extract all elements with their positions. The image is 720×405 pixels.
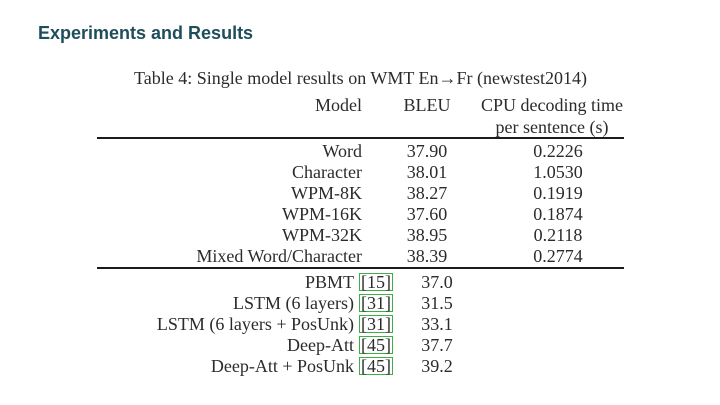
model-cell: WPM-16K	[282, 204, 362, 224]
column-header-bleu: BLEU	[403, 95, 451, 115]
model-name: LSTM (6 layers + PosUnk)	[156, 314, 354, 334]
table-row: Deep-Att + PosUnk [45] 39.2	[97, 356, 624, 377]
bleu-cell: 38.27	[406, 183, 448, 203]
model-cell: WPM-32K	[282, 225, 362, 245]
bleu-cell: 38.01	[406, 162, 448, 182]
bleu-cell: 39.2	[421, 356, 453, 376]
table-row: WPM-16K 37.60 0.1874	[97, 204, 624, 225]
table-row: WPM-32K 38.95 0.2118	[97, 225, 624, 246]
bleu-cell: 33.1	[421, 314, 453, 334]
bleu-cell: 37.7	[421, 335, 453, 355]
results-table-figure: Table 4: Single model results on WMT En→…	[97, 66, 624, 381]
model-cell: Word	[322, 141, 362, 161]
cpu-time-cell: 0.2774	[533, 246, 583, 266]
table-row: Mixed Word/Character 38.39 0.2774	[97, 246, 624, 267]
column-header-cpu-line2: per sentence (s)	[495, 117, 609, 137]
model-cell: LSTM (6 layers) [31]	[97, 293, 393, 314]
model-cell: Deep-Att + PosUnk [45]	[97, 356, 393, 377]
bleu-cell: 37.90	[406, 141, 448, 161]
table-row: PBMT [15] 37.0	[97, 272, 624, 293]
citation-badge: [31]	[359, 293, 393, 313]
citation-badge: [15]	[359, 272, 393, 292]
model-cell: Mixed Word/Character	[196, 246, 362, 266]
table-row: Deep-Att [45] 37.7	[97, 335, 624, 356]
citation-badge: [45]	[359, 335, 393, 355]
table-caption: Table 4: Single model results on WMT En→…	[133, 68, 588, 88]
model-cell: PBMT [15]	[97, 272, 393, 293]
cpu-time-cell: 1.0530	[533, 162, 583, 182]
table-row: LSTM (6 layers + PosUnk) [31] 33.1	[97, 314, 624, 335]
model-name: PBMT	[304, 272, 354, 292]
table-section-baseline-models: PBMT [15] 37.0 LSTM (6 layers) [31] 31.5 L…	[97, 272, 624, 377]
model-cell: LSTM (6 layers + PosUnk) [31]	[97, 314, 393, 335]
slide-title: Experiments and Results	[38, 23, 254, 43]
cpu-time-cell: 0.2118	[533, 225, 583, 245]
table-rule-top	[97, 137, 624, 139]
bleu-cell: 38.39	[406, 246, 448, 266]
bleu-cell: 37.60	[406, 204, 448, 224]
bleu-cell: 38.95	[406, 225, 448, 245]
table-rule-mid	[97, 267, 624, 269]
cpu-time-cell: 0.1919	[533, 183, 583, 203]
model-cell: Character	[292, 162, 362, 182]
table-row: Word 37.90 0.2226	[97, 141, 624, 162]
table-section-wordpiece-models: Word 37.90 0.2226 Character 38.01 1.0530…	[97, 141, 624, 267]
column-header-cpu-line1: CPU decoding time	[481, 95, 623, 115]
table-row: LSTM (6 layers) [31] 31.5	[97, 293, 624, 314]
cpu-time-cell: 0.1874	[533, 204, 583, 224]
model-name: LSTM (6 layers)	[233, 293, 354, 313]
bleu-cell: 37.0	[421, 272, 453, 292]
citation-badge: [31]	[359, 314, 393, 334]
model-name: Deep-Att	[287, 335, 354, 355]
table-row: Character 38.01 1.0530	[97, 162, 624, 183]
table-row: WPM-8K 38.27 0.1919	[97, 183, 624, 204]
model-name: Deep-Att + PosUnk	[210, 356, 354, 376]
citation-badge: [45]	[359, 356, 393, 376]
model-cell: Deep-Att [45]	[97, 335, 393, 356]
column-header-model: Model	[315, 95, 362, 115]
model-cell: WPM-8K	[291, 183, 362, 203]
cpu-time-cell: 0.2226	[533, 141, 583, 161]
bleu-cell: 31.5	[421, 293, 453, 313]
